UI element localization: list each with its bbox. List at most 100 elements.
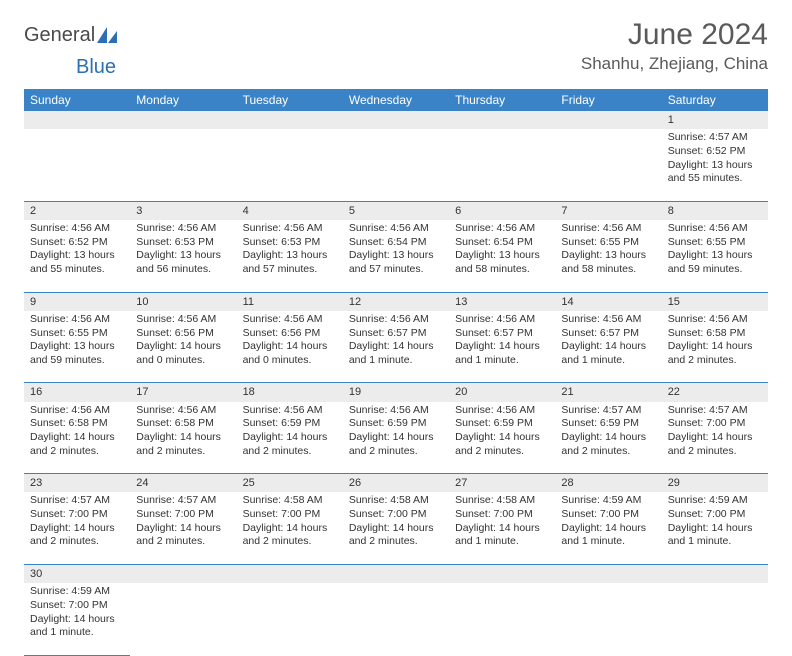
day-cell: Sunrise: 4:56 AMSunset: 6:56 PMDaylight:… bbox=[237, 311, 343, 383]
daylight-text: Daylight: 14 hours and 2 minutes. bbox=[561, 431, 655, 458]
daylight-text: Daylight: 14 hours and 0 minutes. bbox=[243, 340, 337, 367]
daylight-text: Daylight: 14 hours and 0 minutes. bbox=[136, 340, 230, 367]
daylight-text: Daylight: 14 hours and 2 minutes. bbox=[668, 340, 762, 367]
day-cell: Sunrise: 4:59 AMSunset: 7:00 PMDaylight:… bbox=[662, 492, 768, 564]
day-number-cell: 30 bbox=[24, 564, 130, 583]
sunrise-text: Sunrise: 4:56 AM bbox=[349, 313, 443, 327]
sunset-text: Sunset: 6:54 PM bbox=[455, 236, 549, 250]
sunrise-text: Sunrise: 4:56 AM bbox=[30, 313, 124, 327]
day-cell: Sunrise: 4:57 AMSunset: 7:00 PMDaylight:… bbox=[24, 492, 130, 564]
content-row: Sunrise: 4:57 AMSunset: 6:52 PMDaylight:… bbox=[24, 129, 768, 201]
day-cell: Sunrise: 4:57 AMSunset: 7:00 PMDaylight:… bbox=[662, 402, 768, 474]
day-number-cell bbox=[662, 564, 768, 583]
day-cell bbox=[449, 583, 555, 655]
daynum-row: 1 bbox=[24, 111, 768, 129]
day-cell: Sunrise: 4:56 AMSunset: 6:53 PMDaylight:… bbox=[130, 220, 236, 292]
sunrise-text: Sunrise: 4:57 AM bbox=[136, 494, 230, 508]
sail-icon bbox=[97, 27, 119, 45]
sunset-text: Sunset: 6:56 PM bbox=[243, 327, 337, 341]
day-number-cell: 14 bbox=[555, 292, 661, 311]
sunset-text: Sunset: 6:55 PM bbox=[561, 236, 655, 250]
day-cell: Sunrise: 4:56 AMSunset: 6:53 PMDaylight:… bbox=[237, 220, 343, 292]
sunrise-text: Sunrise: 4:59 AM bbox=[668, 494, 762, 508]
day-cell bbox=[237, 583, 343, 655]
day-cell: Sunrise: 4:58 AMSunset: 7:00 PMDaylight:… bbox=[449, 492, 555, 564]
day-number-cell: 21 bbox=[555, 383, 661, 402]
day-cell: Sunrise: 4:56 AMSunset: 6:58 PMDaylight:… bbox=[24, 402, 130, 474]
day-number-cell: 4 bbox=[237, 201, 343, 220]
day-cell: Sunrise: 4:56 AMSunset: 6:54 PMDaylight:… bbox=[343, 220, 449, 292]
sunrise-text: Sunrise: 4:56 AM bbox=[136, 404, 230, 418]
day-number-cell: 23 bbox=[24, 474, 130, 493]
daylight-text: Daylight: 13 hours and 58 minutes. bbox=[455, 249, 549, 276]
day-cell bbox=[449, 129, 555, 201]
day-cell bbox=[343, 129, 449, 201]
day-number-cell: 10 bbox=[130, 292, 236, 311]
sunrise-text: Sunrise: 4:59 AM bbox=[561, 494, 655, 508]
sunrise-text: Sunrise: 4:56 AM bbox=[136, 313, 230, 327]
day-cell: Sunrise: 4:57 AMSunset: 7:00 PMDaylight:… bbox=[130, 492, 236, 564]
day-number-cell: 6 bbox=[449, 201, 555, 220]
day-cell: Sunrise: 4:56 AMSunset: 6:57 PMDaylight:… bbox=[343, 311, 449, 383]
day-cell: Sunrise: 4:58 AMSunset: 7:00 PMDaylight:… bbox=[237, 492, 343, 564]
sunrise-text: Sunrise: 4:56 AM bbox=[243, 313, 337, 327]
day-cell: Sunrise: 4:57 AMSunset: 6:59 PMDaylight:… bbox=[555, 402, 661, 474]
day-number-cell bbox=[555, 111, 661, 129]
daylight-text: Daylight: 14 hours and 2 minutes. bbox=[455, 431, 549, 458]
day-cell: Sunrise: 4:56 AMSunset: 6:56 PMDaylight:… bbox=[130, 311, 236, 383]
weekday-header: Tuesday bbox=[237, 89, 343, 111]
daylight-text: Daylight: 13 hours and 58 minutes. bbox=[561, 249, 655, 276]
day-cell bbox=[130, 129, 236, 201]
sunset-text: Sunset: 6:53 PM bbox=[136, 236, 230, 250]
logo-text-1: General bbox=[24, 24, 95, 47]
sunset-text: Sunset: 7:00 PM bbox=[561, 508, 655, 522]
sunset-text: Sunset: 6:58 PM bbox=[668, 327, 762, 341]
daylight-text: Daylight: 14 hours and 1 minute. bbox=[561, 522, 655, 549]
daynum-row: 30 bbox=[24, 564, 768, 583]
sunrise-text: Sunrise: 4:58 AM bbox=[349, 494, 443, 508]
daylight-text: Daylight: 13 hours and 56 minutes. bbox=[136, 249, 230, 276]
day-number-cell: 17 bbox=[130, 383, 236, 402]
daylight-text: Daylight: 13 hours and 57 minutes. bbox=[349, 249, 443, 276]
daynum-row: 23242526272829 bbox=[24, 474, 768, 493]
content-row: Sunrise: 4:57 AMSunset: 7:00 PMDaylight:… bbox=[24, 492, 768, 564]
sunset-text: Sunset: 7:00 PM bbox=[349, 508, 443, 522]
daylight-text: Daylight: 14 hours and 2 minutes. bbox=[349, 431, 443, 458]
day-number-cell: 25 bbox=[237, 474, 343, 493]
day-cell: Sunrise: 4:56 AMSunset: 6:58 PMDaylight:… bbox=[662, 311, 768, 383]
day-number-cell bbox=[237, 564, 343, 583]
daylight-text: Daylight: 14 hours and 2 minutes. bbox=[243, 431, 337, 458]
day-number-cell: 9 bbox=[24, 292, 130, 311]
weekday-header: Thursday bbox=[449, 89, 555, 111]
day-number-cell: 27 bbox=[449, 474, 555, 493]
sunset-text: Sunset: 6:59 PM bbox=[561, 417, 655, 431]
day-cell: Sunrise: 4:56 AMSunset: 6:59 PMDaylight:… bbox=[343, 402, 449, 474]
daylight-text: Daylight: 14 hours and 1 minute. bbox=[561, 340, 655, 367]
daylight-text: Daylight: 14 hours and 2 minutes. bbox=[243, 522, 337, 549]
sunrise-text: Sunrise: 4:57 AM bbox=[668, 131, 762, 145]
logo: General bbox=[24, 24, 119, 47]
sunrise-text: Sunrise: 4:56 AM bbox=[136, 222, 230, 236]
day-number-cell: 29 bbox=[662, 474, 768, 493]
day-number-cell: 2 bbox=[24, 201, 130, 220]
logo-text-2: Blue bbox=[76, 56, 116, 78]
content-row: Sunrise: 4:56 AM Sunset: 6:52 PM Daylight:… bbox=[24, 220, 768, 292]
sunrise-text: Sunrise: 4:56 AM bbox=[455, 404, 549, 418]
day-number-cell: 18 bbox=[237, 383, 343, 402]
sunset-text: Sunset: 6:59 PM bbox=[243, 417, 337, 431]
day-cell bbox=[343, 583, 449, 655]
sunrise-text: Sunrise: 4:56 AM bbox=[561, 313, 655, 327]
content-row: Sunrise: 4:59 AMSunset: 7:00 PMDaylight:… bbox=[24, 583, 768, 655]
sunrise-text: Sunrise: 4:56 AM bbox=[349, 404, 443, 418]
daylight-text: Daylight: 13 hours and 57 minutes. bbox=[243, 249, 337, 276]
daylight-text: Daylight: 14 hours and 2 minutes. bbox=[136, 522, 230, 549]
sunset-text: Sunset: 6:52 PM bbox=[30, 236, 124, 250]
sunset-text: Sunset: 6:58 PM bbox=[30, 417, 124, 431]
day-cell: Sunrise: 4:56 AMSunset: 6:57 PMDaylight:… bbox=[555, 311, 661, 383]
weekday-header: Saturday bbox=[662, 89, 768, 111]
day-number-cell: 3 bbox=[130, 201, 236, 220]
sunset-text: Sunset: 6:59 PM bbox=[455, 417, 549, 431]
sunset-text: Sunset: 6:56 PM bbox=[136, 327, 230, 341]
day-cell bbox=[24, 129, 130, 201]
day-number-cell: 8 bbox=[662, 201, 768, 220]
